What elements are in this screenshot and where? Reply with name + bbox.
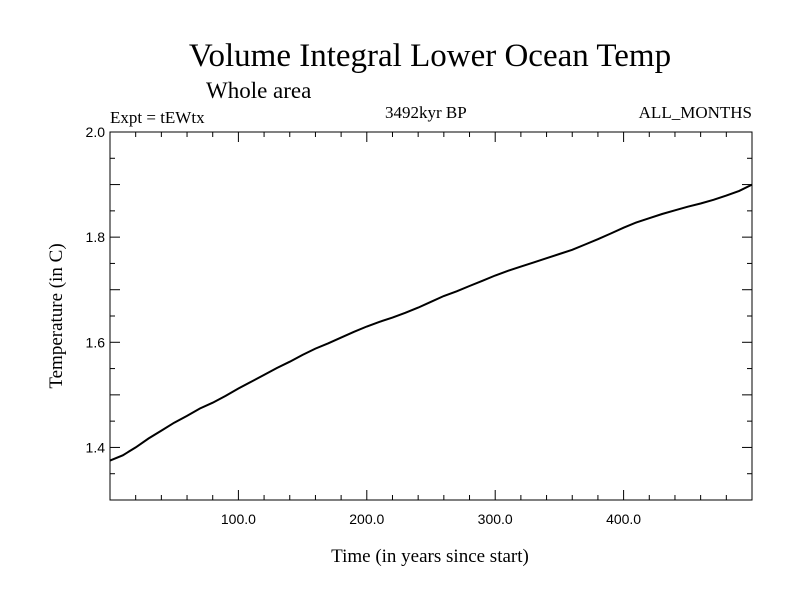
chart-subtitle: Whole area (206, 78, 312, 103)
plot-frame (109, 131, 753, 501)
months-label: ALL_MONTHS (638, 103, 752, 122)
x-tick-label: 300.0 (478, 511, 513, 527)
x-tick-label: 400.0 (606, 511, 641, 527)
period-label: 3492kyr BP (385, 103, 467, 122)
y-tick-label: 1.4 (86, 439, 106, 455)
y-tick-label: 1.8 (86, 229, 106, 245)
y-tick-label: 1.6 (86, 334, 106, 350)
y-tick-label: 2.0 (86, 124, 106, 140)
x-axis-label: Time (in years since start) (331, 546, 529, 567)
x-tick-label: 200.0 (349, 511, 384, 527)
chart-title: Volume Integral Lower Ocean Temp (188, 38, 672, 74)
series-line-temperature (109, 183, 753, 462)
x-tick-label: 100.0 (221, 511, 256, 527)
experiment-label: Expt = tEWtx (110, 108, 205, 127)
